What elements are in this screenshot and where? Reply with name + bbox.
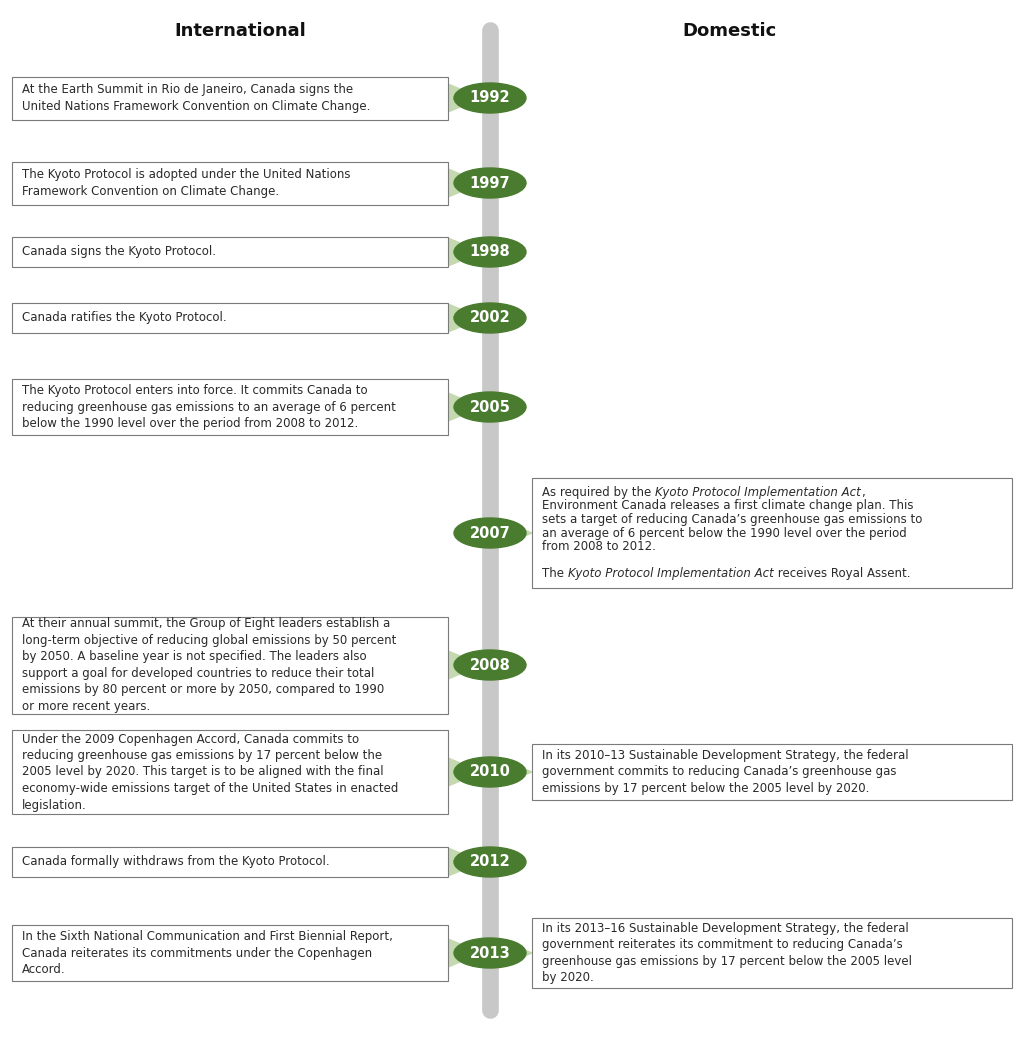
Text: Kyoto Protocol Implementation Act: Kyoto Protocol Implementation Act [655, 486, 861, 500]
Polygon shape [449, 84, 482, 112]
FancyBboxPatch shape [532, 918, 1012, 988]
Polygon shape [498, 519, 532, 547]
Ellipse shape [454, 237, 526, 268]
Text: The Kyoto Protocol is adopted under the United Nations
Framework Convention on C: The Kyoto Protocol is adopted under the … [22, 168, 350, 198]
Text: The Kyoto Protocol enters into force. It commits Canada to
reducing greenhouse g: The Kyoto Protocol enters into force. It… [22, 384, 396, 429]
Text: In the Sixth National Communication and First Biennial Report,
Canada reiterates: In the Sixth National Communication and … [22, 930, 393, 976]
FancyBboxPatch shape [12, 847, 449, 877]
Polygon shape [449, 651, 482, 679]
FancyBboxPatch shape [12, 162, 449, 205]
Polygon shape [449, 393, 482, 421]
Polygon shape [449, 238, 482, 266]
Ellipse shape [454, 518, 526, 548]
Text: The: The [542, 567, 567, 580]
Text: Canada signs the Kyoto Protocol.: Canada signs the Kyoto Protocol. [22, 246, 216, 258]
Text: Canada formally withdraws from the Kyoto Protocol.: Canada formally withdraws from the Kyoto… [22, 856, 330, 868]
FancyBboxPatch shape [12, 378, 449, 436]
Polygon shape [449, 758, 482, 786]
Polygon shape [449, 847, 482, 876]
FancyBboxPatch shape [12, 303, 449, 332]
Text: Under the 2009 Copenhagen Accord, Canada commits to
reducing greenhouse gas emis: Under the 2009 Copenhagen Accord, Canada… [22, 733, 398, 812]
Text: receives Royal Assent.: receives Royal Assent. [773, 567, 910, 580]
Text: 1998: 1998 [470, 245, 510, 259]
Ellipse shape [454, 938, 526, 968]
Text: an average of 6 percent below the 1990 level over the period: an average of 6 percent below the 1990 l… [542, 527, 906, 539]
Text: Domestic: Domestic [683, 22, 777, 40]
Text: As required by the: As required by the [542, 486, 655, 500]
Text: from 2008 to 2012.: from 2008 to 2012. [542, 540, 656, 553]
Text: 2013: 2013 [470, 946, 510, 960]
Polygon shape [498, 939, 532, 967]
FancyBboxPatch shape [12, 76, 449, 119]
Text: 1997: 1997 [470, 176, 510, 190]
Ellipse shape [454, 168, 526, 198]
Text: In its 2010–13 Sustainable Development Strategy, the federal
government commits : In its 2010–13 Sustainable Development S… [542, 749, 908, 795]
Text: In its 2013–16 Sustainable Development Strategy, the federal
government reiterat: In its 2013–16 Sustainable Development S… [542, 922, 912, 984]
FancyBboxPatch shape [12, 925, 449, 981]
Polygon shape [498, 758, 532, 786]
Text: 2005: 2005 [470, 399, 510, 415]
FancyBboxPatch shape [532, 744, 1012, 800]
Ellipse shape [454, 757, 526, 787]
FancyBboxPatch shape [12, 617, 449, 714]
Text: Environment Canada releases a first climate change plan. This: Environment Canada releases a first clim… [542, 500, 913, 512]
Text: 2010: 2010 [470, 765, 510, 780]
Text: ,: , [861, 486, 864, 500]
Ellipse shape [454, 303, 526, 333]
FancyBboxPatch shape [12, 730, 449, 814]
Text: International: International [174, 22, 306, 40]
Ellipse shape [454, 650, 526, 680]
FancyBboxPatch shape [532, 478, 1012, 588]
Text: At the Earth Summit in Rio de Janeiro, Canada signs the
United Nations Framework: At the Earth Summit in Rio de Janeiro, C… [22, 84, 371, 113]
Ellipse shape [454, 847, 526, 877]
Text: 2002: 2002 [470, 310, 510, 325]
Text: At their annual summit, the Group of Eight leaders establish a
long-term objecti: At their annual summit, the Group of Eig… [22, 618, 396, 713]
Ellipse shape [454, 83, 526, 113]
Text: 2012: 2012 [470, 855, 510, 869]
Text: 2007: 2007 [470, 526, 510, 540]
Text: Canada ratifies the Kyoto Protocol.: Canada ratifies the Kyoto Protocol. [22, 311, 226, 325]
Polygon shape [449, 169, 482, 198]
Text: 2008: 2008 [470, 657, 510, 673]
FancyBboxPatch shape [12, 237, 449, 266]
Polygon shape [449, 939, 482, 967]
Text: Kyoto Protocol Implementation Act: Kyoto Protocol Implementation Act [567, 567, 773, 580]
Polygon shape [449, 304, 482, 332]
Text: sets a target of reducing Canada’s greenhouse gas emissions to: sets a target of reducing Canada’s green… [542, 513, 923, 526]
Text: 1992: 1992 [470, 91, 510, 106]
Ellipse shape [454, 392, 526, 422]
